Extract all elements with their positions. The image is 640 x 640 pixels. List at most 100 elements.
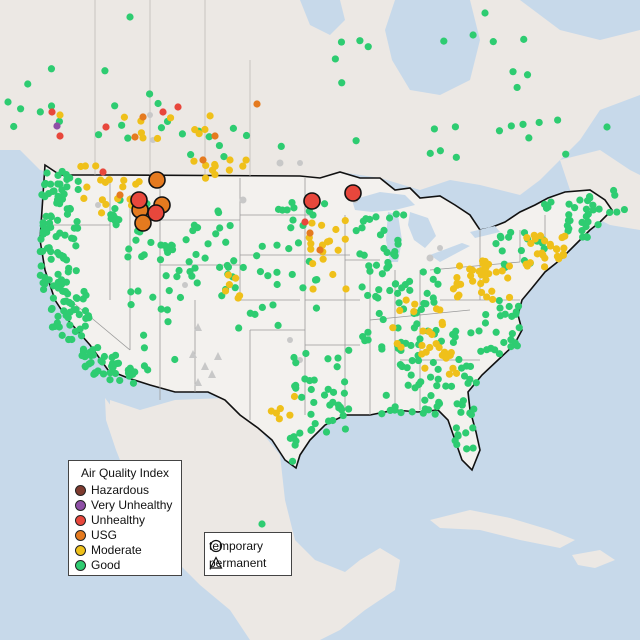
monitor-site-marker <box>469 424 477 432</box>
monitor-site-marker <box>325 237 334 245</box>
monitor-site-marker <box>65 264 73 272</box>
monitor-site-marker <box>531 235 539 243</box>
monitor-site-marker <box>66 321 74 329</box>
monitor-site-marker <box>517 246 525 255</box>
monitor-site-marker <box>274 205 283 213</box>
monitor-site-marker <box>424 406 433 414</box>
province-borders <box>94 0 251 176</box>
monitor-site-marker <box>397 343 405 351</box>
monitor-site-marker <box>414 356 423 365</box>
monitor-site-marker <box>488 287 496 295</box>
monitor-site-marker <box>120 113 128 121</box>
monitor-site-marker <box>386 286 394 295</box>
monitor-site-marker <box>497 233 505 242</box>
monitor-site-marker <box>139 113 147 121</box>
monitor-site-marker <box>310 376 318 384</box>
monitor-site-marker <box>90 370 98 378</box>
monitor-site-marker <box>563 221 571 230</box>
monitor-site-marker <box>127 288 135 296</box>
monitor-site-marker <box>455 262 464 270</box>
monitor-site-marker <box>417 305 425 314</box>
monitor-site-marker <box>584 218 592 226</box>
monitor-site-marker <box>70 306 78 314</box>
monitor-site-marker <box>520 35 528 43</box>
monitor-site-marker <box>67 300 76 308</box>
monitor-site-marker <box>324 385 332 393</box>
monitor-site-marker <box>382 391 390 399</box>
monitor-site-marker <box>319 255 327 263</box>
monitor-site-marker <box>463 445 471 453</box>
monitor-site-marker <box>82 314 90 323</box>
monitor-site-marker <box>434 280 442 288</box>
aqi-legend: Air Quality Index Hazardous Very Unhealt… <box>68 460 182 576</box>
monitor-site-marker <box>365 262 373 270</box>
monitor-site-marker <box>222 238 230 246</box>
monitor-site-marker <box>404 381 412 389</box>
monitor-site-marker <box>301 375 309 383</box>
monitor-site-marker <box>163 246 171 254</box>
monitor-site-marker <box>586 194 594 202</box>
monitor-site-marker <box>553 245 561 254</box>
monitor-site-marker <box>54 270 62 278</box>
monitor-site-marker <box>515 324 523 332</box>
monitor-site-marker <box>356 37 364 45</box>
hazardous-swatch-icon <box>75 484 86 496</box>
monitor-site-marker <box>274 321 282 330</box>
monitor-site-marker <box>173 273 181 281</box>
monitor-site-marker <box>405 277 414 286</box>
monitor-site-marker <box>251 310 259 318</box>
aqi-legend-title: Air Quality Index <box>80 466 170 480</box>
monitor-site-marker <box>462 429 470 437</box>
monitor-site-marker <box>395 299 403 307</box>
monitor-site-marker <box>307 385 315 394</box>
monitor-site-marker <box>451 123 460 131</box>
monitor-site-marker <box>24 80 32 88</box>
monitor-site-marker <box>101 67 109 75</box>
monitor-site-marker <box>99 370 108 378</box>
monitor-site-marker <box>489 295 497 304</box>
monitor-site-marker <box>187 151 195 159</box>
monitor-site-marker <box>64 314 72 322</box>
monitor-site-marker <box>391 280 399 288</box>
monitor-site-marker <box>449 338 458 347</box>
monitor-site-marker <box>507 336 515 344</box>
monitor-site-marker <box>467 411 476 419</box>
monitor-site-marker <box>338 79 346 87</box>
monitor-site-marker <box>225 281 234 289</box>
monitor-site-marker <box>145 90 154 98</box>
monitor-site-marker <box>140 331 148 339</box>
monitor-site-marker <box>65 335 73 344</box>
monitor-site-marker <box>94 131 103 139</box>
monitor-site-marker <box>308 219 316 227</box>
monitor-site-marker <box>215 141 224 150</box>
monitor-site-marker <box>190 157 198 165</box>
monitor-site-marker <box>99 168 107 176</box>
monitor-site-marker <box>378 410 386 418</box>
monitor-site-marker <box>430 125 438 133</box>
monitor-site-marker <box>320 200 329 208</box>
monitor-site-marker <box>286 434 294 442</box>
monitor-site-marker <box>429 358 437 367</box>
monitor-site-marker <box>313 276 321 284</box>
monitor-site-marker <box>292 384 300 392</box>
monitor-site-marker <box>294 239 303 247</box>
monitor-site-marker <box>559 251 567 259</box>
legend-item-label: Very Unhealthy <box>91 498 173 512</box>
monitor-site-marker <box>495 296 503 305</box>
monitor-site-marker <box>508 330 516 338</box>
monitor-site-marker <box>61 231 69 239</box>
monitor-site-marker <box>230 257 238 265</box>
monitor-site-marker <box>469 277 477 285</box>
monitor-site-marker <box>603 123 611 131</box>
monitor-site-marker <box>565 211 573 219</box>
monitor-site-marker <box>205 133 213 141</box>
monitor-site-marker <box>80 287 88 296</box>
monitor-site-marker <box>421 364 429 372</box>
monitor-site-marker <box>408 408 416 416</box>
monitor-site-marker <box>495 127 504 135</box>
monitor-site-marker <box>334 354 342 362</box>
monitor-site-marker <box>464 379 472 387</box>
monitor-site-marker <box>211 132 219 140</box>
monitor-site-marker <box>78 351 86 360</box>
monitor-site-marker <box>491 346 499 354</box>
